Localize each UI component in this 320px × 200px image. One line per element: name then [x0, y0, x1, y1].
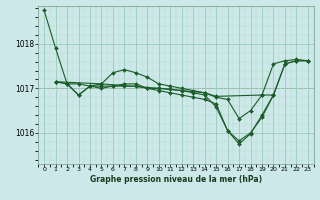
X-axis label: Graphe pression niveau de la mer (hPa): Graphe pression niveau de la mer (hPa) [90, 175, 262, 184]
